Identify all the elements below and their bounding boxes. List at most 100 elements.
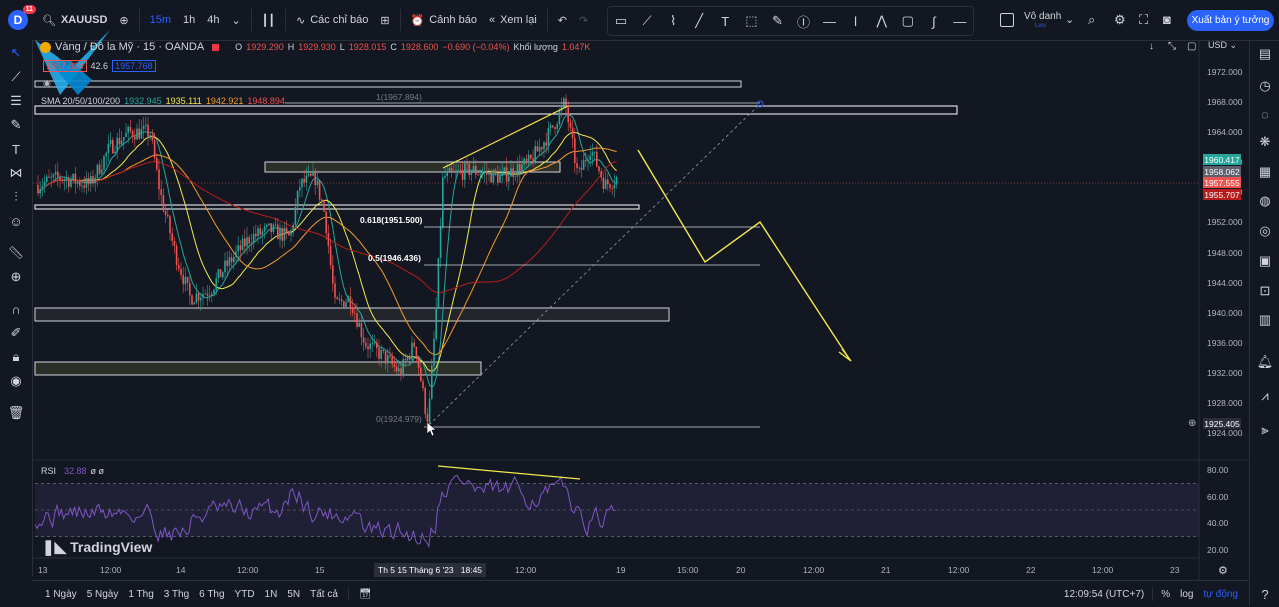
range-1y[interactable]: 1N <box>264 588 278 600</box>
range-ytd[interactable]: YTD <box>234 588 255 600</box>
chart-up-icon[interactable]: ⩘ <box>1261 388 1269 403</box>
range-5d[interactable]: 5 Ngày <box>86 588 119 600</box>
help-icon[interactable]: ? <box>1261 586 1269 602</box>
trash-icon[interactable]: 🗑︎ <box>7 405 25 420</box>
timeframe-dropdown[interactable]: ⌄ <box>226 6 247 34</box>
candle-body <box>365 342 367 347</box>
quick-search-icon[interactable]: ⌕ <box>1088 12 1096 27</box>
curve-icon[interactable]: ∫ <box>932 13 936 29</box>
chat-icon[interactable]: ◌ <box>1261 106 1269 122</box>
candle-body <box>266 224 268 227</box>
time-settings-icon[interactable]: ⚙ <box>1218 565 1228 577</box>
alerts-clock-icon[interactable]: ◷ <box>1259 78 1271 93</box>
camera-icon[interactable]: ◙ <box>1163 12 1171 27</box>
path-icon[interactable]: ⌇ <box>669 13 677 28</box>
scroll-down-icon[interactable]: ↓ <box>1149 41 1154 52</box>
currency-selector[interactable]: USD ⌄ <box>1208 40 1238 50</box>
chart-type-button[interactable]: ┃┃ <box>256 6 281 34</box>
auto-scale-toggle[interactable]: tự động <box>1203 588 1239 600</box>
percent-toggle[interactable]: % <box>1161 588 1171 600</box>
comment-icon[interactable]: ▢ <box>901 13 914 28</box>
watchlist-icon[interactable]: ▤ <box>1258 46 1272 61</box>
range-6m[interactable]: 6 Thg <box>199 588 225 600</box>
range-1d[interactable]: 1 Ngày <box>45 588 77 600</box>
calendar-icon[interactable]: ▦ <box>1258 164 1272 179</box>
candle-body <box>422 381 424 389</box>
chevron-down-icon[interactable]: ⌄ <box>1065 14 1075 26</box>
data-window-icon[interactable]: ▥ <box>1258 312 1272 327</box>
legend-eye-toggle[interactable]: ◉ <box>43 78 51 89</box>
horizontal-line-icon[interactable]: — <box>823 13 837 29</box>
compare-symbol-button[interactable]: ⊕ <box>113 6 134 34</box>
streams-icon[interactable]: ◎ <box>1259 223 1271 238</box>
brush-icon[interactable]: ✎ <box>10 117 22 132</box>
emoji-icon[interactable]: ☺ <box>9 213 23 229</box>
forecast-icon[interactable]: ⫶ <box>14 189 18 204</box>
lock-drawing-icon[interactable]: ✐ <box>10 325 22 340</box>
trendline-icon[interactable]: ⟋ <box>11 69 21 84</box>
log-toggle[interactable]: log <box>1180 588 1194 600</box>
clock[interactable]: 12:09:54 (UTC+7) <box>1063 588 1145 600</box>
publish-idea-button[interactable]: Xuất bản ý tưởng <box>1187 10 1274 31</box>
add-alert-icon[interactable]: ⊕ <box>1188 418 1197 429</box>
callout-icon[interactable]: ▭ <box>614 13 628 28</box>
news-icon[interactable]: ▣ <box>1258 253 1272 268</box>
indicators-button[interactable]: ∿ Các chỉ báo <box>296 14 369 27</box>
candle-body <box>65 177 68 180</box>
range-1m[interactable]: 1 Thg <box>128 588 154 600</box>
minus-line-icon[interactable]: ― <box>953 13 967 29</box>
text-note-icon[interactable]: Ⓘ <box>796 14 810 30</box>
range-all[interactable]: Tất cả <box>310 588 338 600</box>
goto-date-icon[interactable]: 📅︎ <box>358 588 372 600</box>
ask-price[interactable]: 1957.768 <box>112 60 156 72</box>
bid-price[interactable]: 1957.834 <box>43 60 87 72</box>
brush-icon[interactable]: ✎ <box>771 13 783 28</box>
zoom-icon[interactable]: ⊕ <box>10 269 22 284</box>
layout-name[interactable]: Vô danh <box>1024 11 1062 22</box>
vertical-line-icon[interactable]: ǀ <box>853 13 858 29</box>
screener-icon[interactable]: ⊡ <box>1259 283 1271 298</box>
fib-level-0: 0(1924.979) <box>376 414 422 424</box>
price-chart[interactable] <box>0 0 1249 580</box>
magnet-icon[interactable]: ∩ <box>11 301 21 317</box>
fullscreen-icon[interactable]: ⛶ <box>1139 12 1149 27</box>
candle-body <box>543 142 545 150</box>
ruler-icon[interactable]: 📏︎ <box>7 245 25 260</box>
range-5y[interactable]: 5N <box>287 588 301 600</box>
timeframe-15m[interactable]: 15m <box>149 14 172 26</box>
gear-icon[interactable]: ⚙ <box>1114 12 1126 27</box>
alerts-button[interactable]: ⏰ Cảnh báo <box>410 14 477 27</box>
undo-button[interactable]: ↶ <box>552 6 573 34</box>
bid-ask-panel[interactable]: 1957.834 42.6 1957.768 <box>43 60 156 72</box>
symbol-search[interactable]: 🔍︎ XAUUSD <box>42 14 108 27</box>
candle-body <box>512 168 514 178</box>
templates-button[interactable]: ⊞ <box>374 6 395 34</box>
range-3m[interactable]: 3 Thg <box>163 588 190 600</box>
lock-icon[interactable]: 🔒︎ <box>12 349 20 364</box>
rectangle-icon[interactable]: ⬚ <box>745 13 758 28</box>
cursor-icon[interactable]: ↖ <box>10 45 22 60</box>
pattern-icon[interactable]: ⋈ <box>9 165 23 180</box>
collapse-icon[interactable]: ⤡ <box>1168 41 1176 52</box>
candle-body <box>310 173 312 176</box>
layout-checkbox[interactable] <box>1000 13 1014 27</box>
replay-button[interactable]: « Xem lại <box>488 14 537 26</box>
layers-icon[interactable]: ⫸ <box>1261 422 1269 437</box>
notification-badge: 11 <box>22 5 36 14</box>
ideas-icon[interactable]: ◍ <box>1259 193 1271 208</box>
polyline-icon[interactable]: ⋀ <box>876 13 887 28</box>
maximize-icon[interactable]: ▢ <box>1187 41 1197 52</box>
fib-icon[interactable]: ☰ <box>10 93 22 108</box>
user-avatar[interactable]: D 11 <box>8 5 36 30</box>
timeframe-4h[interactable]: 4h <box>207 14 220 26</box>
redo-button[interactable]: ↷ <box>573 6 594 34</box>
notification-bell-icon[interactable]: 🔔︎ <box>1256 354 1274 369</box>
hotlist-icon[interactable]: ❋ <box>1259 134 1271 149</box>
eye-icon[interactable]: ◉ <box>10 373 22 388</box>
text-icon[interactable]: T <box>721 13 730 29</box>
timeframe-1h[interactable]: 1h <box>183 14 196 26</box>
ray-icon[interactable]: ╱ <box>695 13 704 28</box>
trendline-icon[interactable]: ⟋ <box>642 13 652 28</box>
candle-body <box>549 125 552 129</box>
text-icon[interactable]: T <box>12 141 20 157</box>
